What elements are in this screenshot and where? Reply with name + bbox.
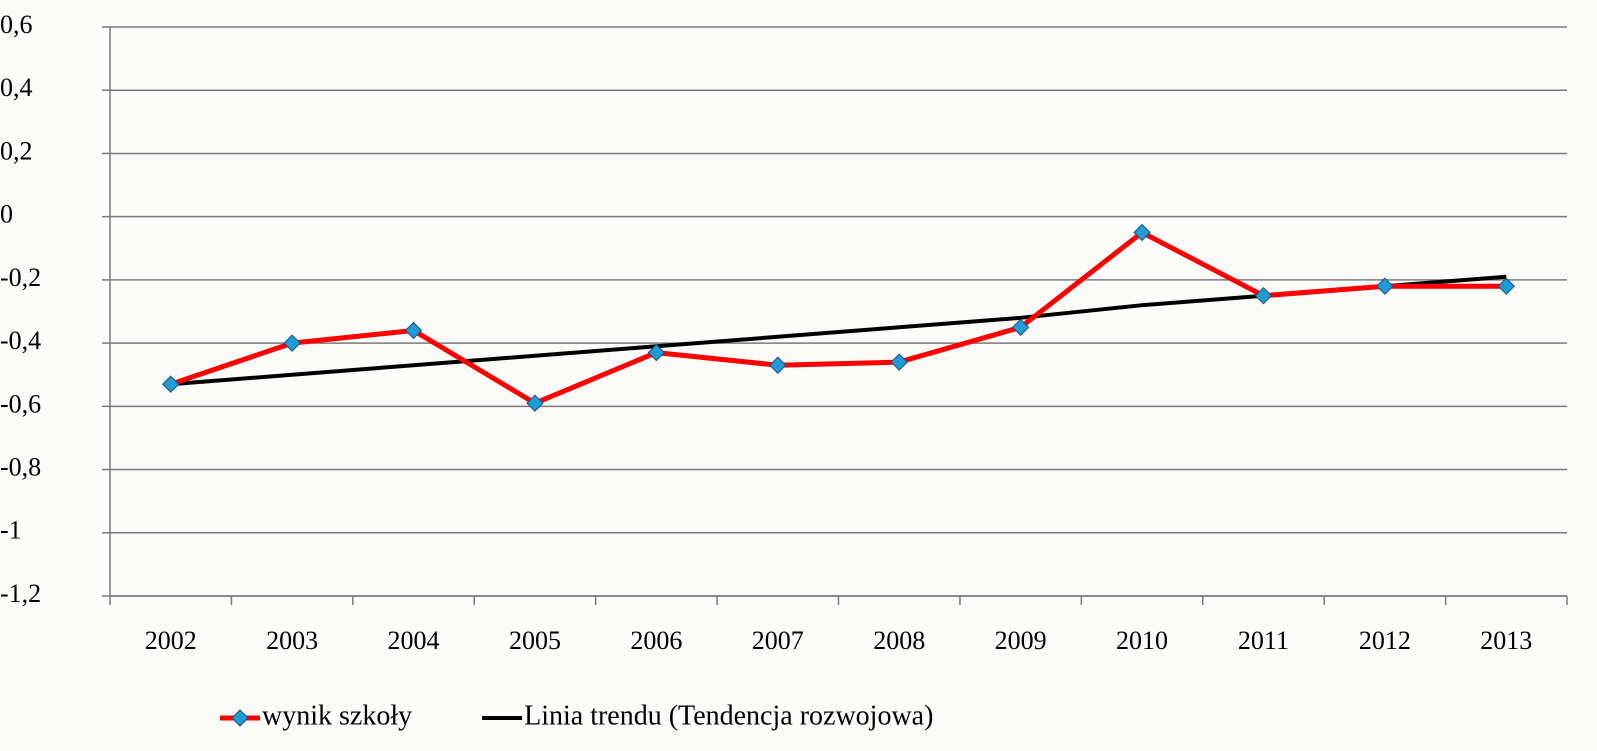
x-tick-label: 2002: [145, 626, 197, 655]
y-tick-label: -1: [0, 516, 22, 545]
marker: [1254, 286, 1273, 305]
x-tick-label: 2009: [995, 626, 1047, 655]
y-tick-label: -0,6: [0, 389, 41, 418]
marker: [404, 321, 423, 340]
y-tick-label: 0: [0, 200, 13, 229]
marker: [1011, 318, 1030, 337]
x-tick-label: 2008: [873, 626, 925, 655]
x-tick-label: 2003: [266, 626, 318, 655]
marker: [890, 353, 908, 371]
legend-marker: [231, 709, 249, 727]
marker: [1376, 277, 1394, 295]
legend-label: wynik szkoły: [262, 700, 412, 731]
x-tick-label: 2012: [1359, 626, 1411, 655]
marker: [283, 334, 301, 352]
x-tick-label: 2013: [1480, 626, 1532, 655]
y-tick-label: -0,2: [0, 263, 41, 292]
x-tick-label: 2010: [1116, 626, 1168, 655]
y-tick-label: -0,4: [0, 326, 41, 355]
x-tick-label: 2011: [1238, 626, 1289, 655]
marker: [1133, 223, 1151, 242]
marker: [526, 394, 544, 412]
x-tick-label: 2007: [752, 626, 804, 655]
legend-label: Linia trendu (Tendencja rozwojowa): [524, 700, 933, 731]
marker: [1497, 277, 1515, 295]
series-line: [169, 229, 1507, 406]
x-tick-label: 2005: [509, 626, 561, 655]
y-tick-label: -0,8: [0, 453, 41, 482]
x-tick-label: 2004: [388, 626, 440, 655]
marker: [647, 343, 666, 362]
marker: [162, 375, 180, 393]
marker: [769, 356, 787, 374]
y-tick-label: 0,6: [0, 10, 33, 39]
x-tick-label: 2006: [630, 626, 682, 655]
y-tick-label: 0,2: [0, 136, 33, 165]
y-tick-label: -1,2: [0, 579, 41, 608]
y-tick-label: 0,4: [0, 73, 33, 102]
